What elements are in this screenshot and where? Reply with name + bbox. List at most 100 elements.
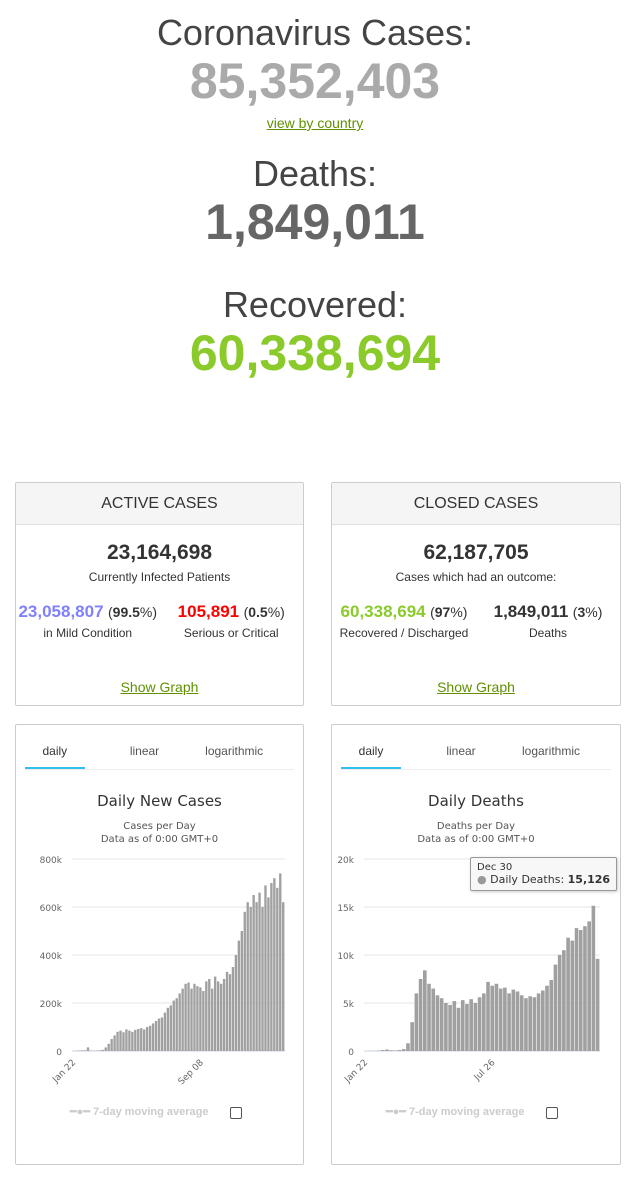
bar[interactable] (157, 1018, 161, 1051)
bar[interactable] (83, 1050, 87, 1051)
bar[interactable] (234, 955, 238, 1051)
bar[interactable] (465, 1003, 469, 1051)
bar[interactable] (214, 976, 217, 1051)
bar[interactable] (122, 1032, 125, 1051)
bar[interactable] (249, 907, 252, 1051)
bar[interactable] (270, 883, 273, 1051)
bar[interactable] (98, 1050, 101, 1051)
bar[interactable] (469, 999, 473, 1051)
bar[interactable] (166, 1007, 170, 1051)
bar[interactable] (128, 1030, 131, 1051)
bar[interactable] (423, 970, 427, 1051)
bar[interactable] (591, 905, 596, 1051)
bar[interactable] (549, 979, 554, 1051)
bar[interactable] (482, 993, 486, 1051)
bar[interactable] (258, 892, 261, 1051)
bar[interactable] (107, 1043, 110, 1051)
bar[interactable] (385, 1049, 389, 1051)
bar[interactable] (503, 987, 507, 1051)
bar[interactable] (140, 1028, 143, 1051)
bar[interactable] (240, 931, 243, 1051)
bar[interactable] (125, 1029, 128, 1051)
bar[interactable] (536, 993, 541, 1051)
bar[interactable] (169, 1005, 172, 1051)
bar[interactable] (490, 985, 495, 1051)
moving-average-legend[interactable]: ━●━ 7-day moving average (386, 1106, 525, 1118)
bar[interactable] (444, 1003, 448, 1051)
bar[interactable] (574, 928, 579, 1051)
bar[interactable] (145, 1027, 149, 1051)
bar[interactable] (282, 902, 285, 1051)
bar[interactable] (456, 1007, 461, 1051)
bar[interactable] (225, 971, 229, 1051)
bar[interactable] (252, 895, 255, 1051)
bar[interactable] (410, 1022, 414, 1051)
bar[interactable] (163, 1012, 167, 1051)
bar[interactable] (397, 1050, 402, 1051)
bar[interactable] (134, 1029, 137, 1051)
bar[interactable] (406, 1043, 410, 1051)
bar[interactable] (477, 997, 482, 1051)
bar[interactable] (211, 988, 214, 1051)
bar[interactable] (222, 979, 226, 1051)
tab-logarithmic[interactable]: logarithmic (205, 744, 264, 758)
bar[interactable] (175, 998, 178, 1051)
bar[interactable] (389, 1050, 393, 1051)
bar[interactable] (119, 1030, 122, 1051)
show-graph-link[interactable]: Show Graph (120, 679, 199, 695)
bar[interactable] (193, 983, 196, 1051)
bar[interactable] (498, 988, 503, 1051)
bar[interactable] (532, 997, 537, 1051)
bar[interactable] (435, 995, 440, 1051)
bar[interactable] (494, 983, 499, 1051)
bar[interactable] (187, 982, 190, 1051)
bar[interactable] (101, 1049, 104, 1051)
bar[interactable] (273, 878, 276, 1051)
bar[interactable] (216, 981, 220, 1051)
bar[interactable] (553, 964, 558, 1051)
bar[interactable] (231, 967, 235, 1051)
bar[interactable] (113, 1035, 116, 1051)
moving-average-checkbox[interactable] (546, 1107, 558, 1119)
bar[interactable] (261, 907, 264, 1051)
bar[interactable] (154, 1021, 158, 1051)
bar[interactable] (143, 1029, 146, 1051)
bar[interactable] (264, 885, 267, 1051)
moving-average-legend[interactable]: ━●━ 7-day moving average (70, 1106, 209, 1118)
bar[interactable] (524, 998, 528, 1051)
bar[interactable] (151, 1023, 155, 1051)
bar[interactable] (570, 940, 575, 1051)
bar[interactable] (228, 974, 232, 1051)
tab-linear[interactable]: linear (446, 744, 476, 758)
bar[interactable] (110, 1039, 113, 1051)
bar[interactable] (507, 993, 511, 1051)
bar[interactable] (202, 991, 205, 1051)
tab-daily[interactable]: daily (25, 735, 85, 769)
bar[interactable] (196, 986, 199, 1051)
bar[interactable] (486, 981, 490, 1051)
view-by-country-link[interactable]: view by country (266, 115, 364, 131)
tab-daily[interactable]: daily (341, 735, 401, 769)
bar[interactable] (439, 998, 444, 1051)
bar[interactable] (452, 1001, 457, 1051)
bar[interactable] (131, 1031, 134, 1051)
bar[interactable] (511, 989, 516, 1051)
bar[interactable] (380, 1050, 385, 1051)
bar[interactable] (515, 991, 520, 1051)
bar[interactable] (473, 1003, 478, 1051)
bar[interactable] (172, 1000, 175, 1051)
bar[interactable] (205, 981, 208, 1051)
bar[interactable] (566, 937, 570, 1051)
bar[interactable] (279, 873, 282, 1051)
bar[interactable] (243, 911, 246, 1051)
bar[interactable] (80, 1050, 84, 1051)
bar[interactable] (219, 983, 223, 1051)
bar[interactable] (528, 996, 532, 1051)
bar[interactable] (557, 955, 562, 1051)
bar[interactable] (431, 988, 436, 1051)
tab-linear[interactable]: linear (129, 744, 160, 758)
bar[interactable] (160, 1017, 164, 1051)
bar[interactable] (255, 902, 258, 1051)
bar[interactable] (562, 950, 566, 1051)
moving-average-checkbox[interactable] (230, 1107, 242, 1119)
